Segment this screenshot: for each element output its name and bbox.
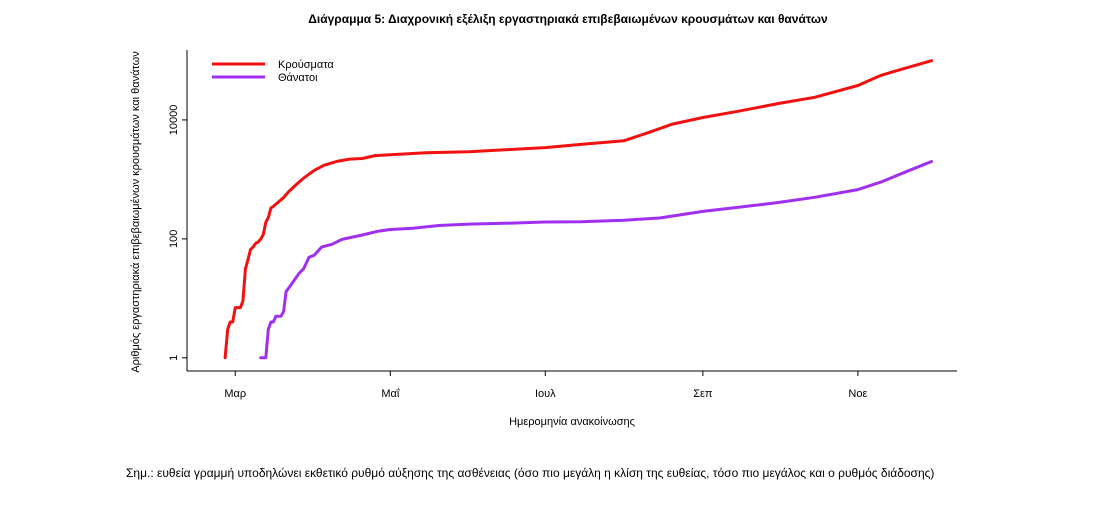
- series-layer: [223, 59, 934, 360]
- line-chart: Διάγραμμα 5: Διαχρονική εξέλιξη εργαστηρ…: [130, 12, 957, 428]
- legend-label: Κρούσματα: [278, 59, 334, 71]
- x-axis-label: Ημερομηνία ανακοίνωσης: [509, 416, 635, 428]
- x-tick-label: Σεπ: [693, 388, 713, 400]
- x-tick-label: Νοε: [848, 388, 867, 400]
- y-tick-label: 100: [168, 230, 180, 248]
- series-line-2: [259, 160, 934, 360]
- y-tick-label: 1: [168, 355, 180, 361]
- series-line-1: [223, 59, 934, 360]
- y-tick-label: 10000: [168, 105, 180, 136]
- axes: 1 100 10000 Μαρ Μαΐ Ιουλ Σεπ Νοε: [168, 50, 957, 400]
- x-tick-label: Μαΐ: [381, 388, 400, 400]
- footnote: Σημ.: ευθεία γραμμή υποδηλώνει εκθετικό …: [126, 466, 935, 480]
- chart-title: Διάγραμμα 5: Διαχρονική εξέλιξη εργαστηρ…: [308, 12, 828, 26]
- x-tick-label: Ιουλ: [535, 388, 556, 400]
- x-tick-label: Μαρ: [224, 388, 246, 400]
- legend-label: Θάνατοι: [278, 72, 318, 84]
- y-axis-label: Αριθμός εργαστηριακά επιβεβαιωμένων κρου…: [130, 51, 142, 373]
